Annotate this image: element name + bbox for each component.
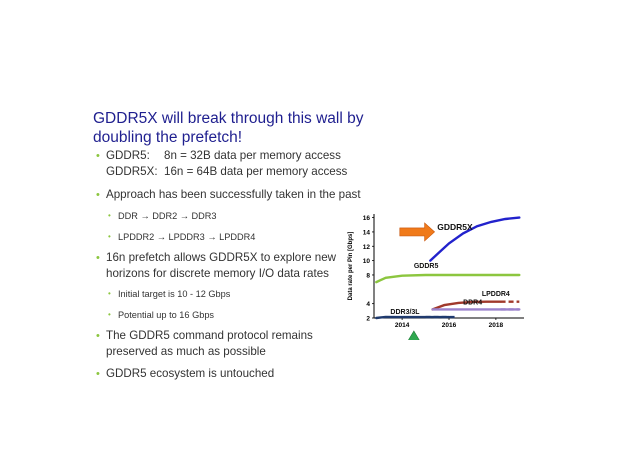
bullet-dot-icon: • bbox=[96, 330, 100, 342]
bullet-protocol: • The GDDR5 command protocol remains pre… bbox=[96, 328, 366, 360]
gddr5-value: 8n = 32B data per memory access bbox=[164, 149, 341, 162]
triangle-marker-icon bbox=[407, 330, 421, 342]
bullet-ecosystem: • GDDR5 ecosystem is untouched bbox=[96, 366, 366, 382]
arrow-annotation bbox=[399, 222, 436, 242]
protocol-line-1: The GDDR5 command protocol remains bbox=[106, 329, 313, 342]
series-line-gddr5x bbox=[429, 216, 521, 262]
bullet-dot-icon: • bbox=[96, 150, 100, 162]
y-axis-label: Data rate per Pin [Gbps] bbox=[348, 232, 354, 301]
y-tick-label: 4 bbox=[366, 301, 370, 308]
series-line-gddr5 bbox=[375, 273, 521, 284]
y-tick-label: 16 bbox=[363, 215, 371, 222]
gddr5x-label: GDDR5X: bbox=[106, 165, 158, 178]
y-tick-label: 14 bbox=[363, 229, 371, 236]
y-tick-label: 10 bbox=[363, 258, 371, 265]
bullet-approach: • Approach has been successfully taken i… bbox=[96, 187, 366, 203]
x-tick-label: 2018 bbox=[489, 322, 504, 329]
y-tick-label: 2 bbox=[366, 316, 370, 323]
sub-bullet-ddr: • DDR → DDR2 → DDR3 bbox=[96, 210, 366, 222]
y-tick-label: 12 bbox=[363, 244, 371, 251]
chart-svg: 2 4 8 10 12 14 16 2014 2016 2018 Data rate per Pin… bbox=[348, 214, 524, 342]
series-line-ddr3-3l bbox=[375, 315, 451, 320]
slide-title: GDDR5X will break through this wall by d… bbox=[93, 109, 373, 147]
bullet-dot-icon: • bbox=[96, 252, 100, 264]
series-line-lpddr4 bbox=[431, 300, 502, 311]
sub-bullet-dot-icon: • bbox=[108, 289, 111, 298]
prefetch-line-2: horizons for discrete memory I/O data ra… bbox=[106, 267, 329, 280]
sub-bullet-target: • Initial target is 10 - 12 Gbps bbox=[96, 288, 366, 300]
data-rate-chart: 2 4 8 10 12 14 16 2014 2016 2018 Data rate per Pin… bbox=[340, 208, 530, 342]
series-label: LPDDR4 bbox=[482, 291, 510, 298]
ecosystem-text: GDDR5 ecosystem is untouched bbox=[106, 367, 275, 380]
series-label: DDR3/3L bbox=[390, 309, 420, 316]
sub-bullet-potential: • Potential up to 16 Gbps bbox=[96, 309, 366, 321]
bullet-list: • GDDR5: 8n = 32B data per memory access … bbox=[96, 148, 366, 382]
sub-bullet-dot-icon: • bbox=[108, 310, 111, 319]
bullet-dot-icon: • bbox=[96, 368, 100, 380]
sub-bullet-lpddr: • LPDDR2 → LPDDR3 → LPDDR4 bbox=[96, 231, 366, 243]
x-tick-label: 2014 bbox=[395, 322, 410, 329]
target-text: Initial target is 10 - 12 Gbps bbox=[118, 289, 231, 299]
x-tick-label: 2016 bbox=[442, 322, 457, 329]
bullet-gddr5: • GDDR5: 8n = 32B data per memory access … bbox=[96, 148, 366, 180]
sub-bullet-dot-icon: • bbox=[108, 232, 111, 241]
title-line-1: GDDR5X will break through this wall by bbox=[93, 110, 364, 127]
protocol-line-2: preserved as much as possible bbox=[106, 345, 266, 358]
potential-text: Potential up to 16 Gbps bbox=[118, 310, 215, 320]
title-line-2: doubling the prefetch! bbox=[93, 129, 243, 146]
series-label: GDDR5X bbox=[437, 222, 473, 232]
lpddr-progression: LPDDR2 → LPDDR3 → LPDDR4 bbox=[118, 232, 256, 242]
series-label: GDDR5 bbox=[414, 263, 439, 270]
ddr-progression: DDR → DDR2 → DDR3 bbox=[118, 211, 217, 221]
prefetch-line-1: 16n prefetch allows GDDR5X to explore ne… bbox=[106, 251, 337, 264]
gddr5-label: GDDR5: bbox=[106, 149, 150, 162]
bullet-prefetch: • 16n prefetch allows GDDR5X to explore … bbox=[96, 250, 366, 282]
approach-text: Approach has been successfully taken in … bbox=[106, 188, 361, 201]
series-label: DDR4 bbox=[463, 299, 482, 306]
gddr5x-value: 16n = 64B data per memory access bbox=[164, 165, 348, 178]
bullet-dot-icon: • bbox=[96, 189, 100, 201]
sub-bullet-dot-icon: • bbox=[108, 211, 111, 220]
y-tick-label: 8 bbox=[366, 272, 370, 279]
